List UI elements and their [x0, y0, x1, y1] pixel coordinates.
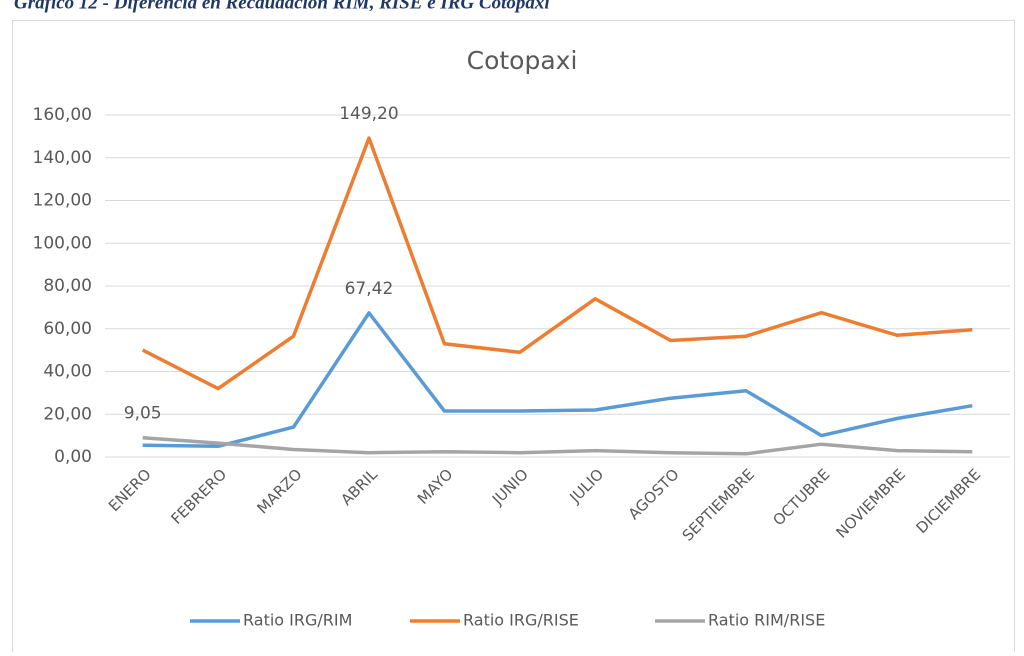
data-label: 67,42 [345, 279, 394, 299]
x-tick-label: NOVIEMBRE [832, 465, 908, 541]
x-tick-label: ABRIL [337, 465, 381, 509]
x-tick-label: MAYO [414, 465, 457, 508]
x-tick-label: FEBRERO [168, 465, 231, 528]
y-tick-label: 40,00 [43, 362, 92, 382]
x-tick-label: DICIEMBRE [913, 465, 985, 537]
x-tick-label: MARZO [253, 465, 305, 517]
x-tick-label: OCTUBRE [769, 465, 833, 529]
y-tick-label: 100,00 [33, 233, 92, 253]
x-tick-label: AGOSTO [625, 465, 683, 523]
legend-label: Ratio IRG/RISE [463, 611, 579, 630]
x-tick-label: JUNIO [488, 465, 532, 509]
chart-border [12, 20, 1015, 656]
caption: Gráfico 12 - Diferencia en Recaudación R… [14, 0, 550, 13]
legend-label: Ratio RIM/RISE [708, 611, 825, 630]
x-tick-label: ENERO [105, 465, 155, 515]
y-tick-label: 0,00 [54, 447, 92, 467]
y-tick-label: 20,00 [43, 404, 92, 424]
y-tick-label: 140,00 [33, 148, 92, 168]
y-tick-label: 80,00 [43, 276, 92, 296]
data-label: 149,20 [339, 104, 398, 124]
data-label: 9,05 [124, 404, 162, 424]
line-series [141, 136, 973, 391]
line-series [142, 435, 973, 456]
y-tick-label: 160,00 [33, 105, 92, 125]
x-tick-label: JULIO [565, 465, 607, 507]
chart-title: Cotopaxi [467, 46, 578, 75]
line-series [142, 311, 973, 449]
y-tick-label: 120,00 [33, 191, 92, 211]
y-tick-label: 60,00 [43, 319, 92, 339]
x-tick-label: SEPTIEMBRE [679, 465, 758, 544]
legend-label: Ratio IRG/RIM [243, 611, 352, 630]
